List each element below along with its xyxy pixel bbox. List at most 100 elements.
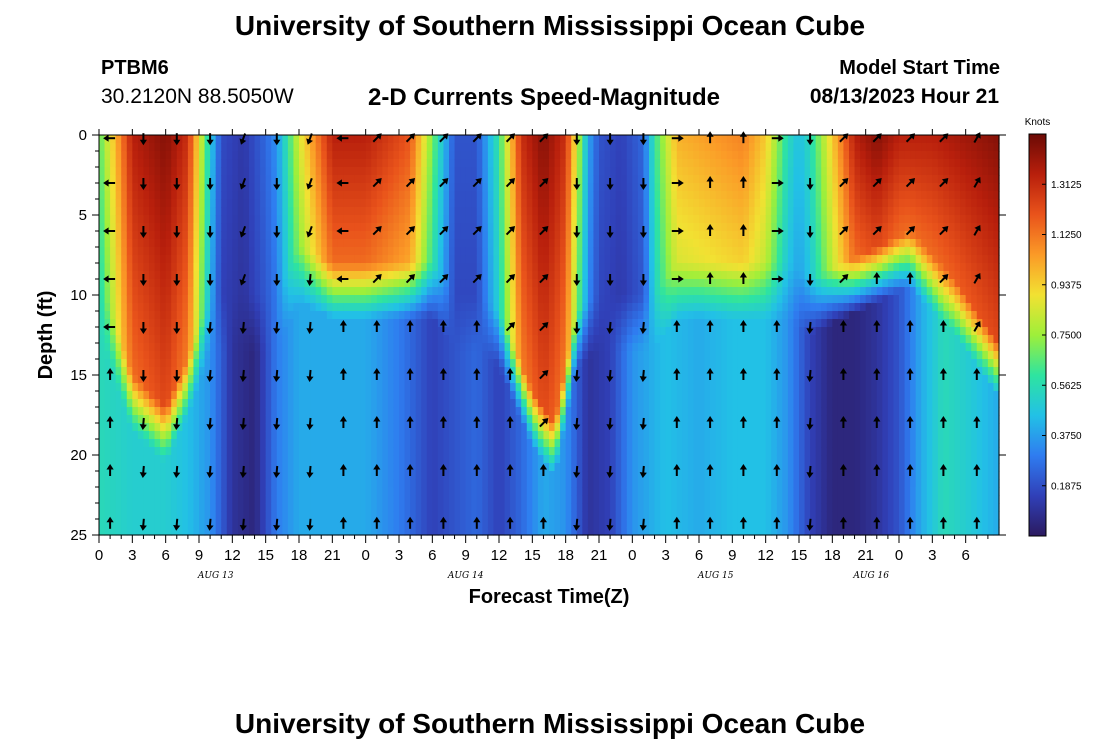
heatmap-cell <box>510 399 517 408</box>
heatmap-cell <box>126 479 133 488</box>
heatmap-cell <box>265 247 272 256</box>
heatmap-cell <box>182 271 189 280</box>
heatmap-cell <box>599 343 606 352</box>
heatmap-cell <box>376 167 383 176</box>
heatmap-cell <box>549 319 556 328</box>
heatmap-cell <box>487 487 495 496</box>
heatmap-cell <box>315 343 322 352</box>
heatmap-cell <box>626 383 633 392</box>
heatmap-cell <box>526 375 533 384</box>
heatmap-cell <box>204 527 211 536</box>
heatmap-cell <box>260 311 267 320</box>
heatmap-cell <box>276 183 283 192</box>
heatmap-cell <box>471 431 478 440</box>
heatmap-cell <box>343 359 350 368</box>
heatmap-cell <box>137 247 145 256</box>
heatmap-cell <box>487 279 495 288</box>
heatmap-cell <box>143 143 150 152</box>
heatmap-cell <box>310 447 317 456</box>
heatmap-cell <box>504 183 511 192</box>
heatmap-cell <box>332 375 339 384</box>
heatmap-cell <box>254 439 261 448</box>
heatmap-cell <box>465 455 472 464</box>
heatmap-cell <box>193 399 200 408</box>
heatmap-cell <box>449 447 456 456</box>
heatmap-cell <box>204 511 211 520</box>
heatmap-cell <box>626 143 633 152</box>
heatmap-cell <box>387 511 395 520</box>
heatmap-cell <box>243 319 250 328</box>
heatmap-cell <box>460 223 467 232</box>
heatmap-cell <box>215 231 222 240</box>
heatmap-cell <box>360 519 367 528</box>
heatmap-cell <box>171 143 178 152</box>
heatmap-cell <box>271 503 278 512</box>
heatmap-cell <box>260 519 267 528</box>
heatmap-cell <box>226 463 233 472</box>
heatmap-cell <box>382 327 389 336</box>
heatmap-cell <box>304 191 311 200</box>
heatmap-cell <box>199 471 206 480</box>
heatmap-cell <box>132 375 139 384</box>
heatmap-cell <box>304 239 311 248</box>
heatmap-cell <box>371 479 378 488</box>
heatmap-cell <box>176 279 183 288</box>
heatmap-cell <box>571 279 578 288</box>
heatmap-cell <box>487 503 495 512</box>
heatmap-cell <box>587 151 595 160</box>
heatmap-cell <box>493 279 500 288</box>
heatmap-cell <box>565 151 572 160</box>
heatmap-cell <box>493 423 500 432</box>
heatmap-cell <box>221 151 228 160</box>
heatmap-cell <box>221 207 228 216</box>
heatmap-cell <box>149 239 156 248</box>
heatmap-cell <box>437 239 445 248</box>
heatmap-cell <box>576 447 583 456</box>
heatmap-cell <box>615 455 622 464</box>
heatmap-cell <box>254 207 261 216</box>
heatmap-cell <box>421 431 428 440</box>
heatmap-cell <box>182 423 189 432</box>
heatmap-cell <box>132 223 139 232</box>
heatmap-cell <box>210 479 217 488</box>
heatmap-cell <box>532 455 539 464</box>
heatmap-cell <box>293 295 300 304</box>
heatmap-cell <box>121 247 128 256</box>
heatmap-cell <box>510 311 517 320</box>
heatmap-cell <box>354 471 361 480</box>
heatmap-cell <box>515 463 522 472</box>
heatmap-cell <box>243 327 250 336</box>
heatmap-cell <box>465 471 472 480</box>
heatmap-cell <box>515 255 522 264</box>
heatmap-cell <box>260 375 267 384</box>
heatmap-cell <box>199 343 206 352</box>
heatmap-cell <box>526 143 533 152</box>
heatmap-cell <box>360 351 367 360</box>
heatmap-cell <box>243 223 250 232</box>
heatmap-cell <box>204 487 211 496</box>
heatmap-cell <box>321 255 328 264</box>
heatmap-cell <box>182 231 189 240</box>
heatmap-cell <box>115 351 122 360</box>
heatmap-cell <box>193 135 200 144</box>
heatmap-cell <box>315 439 322 448</box>
heatmap-cell <box>271 455 278 464</box>
heatmap-cell <box>310 439 317 448</box>
heatmap-cell <box>632 311 639 320</box>
heatmap-cell <box>493 143 500 152</box>
heatmap-cell <box>554 479 561 488</box>
heatmap-cell <box>265 487 272 496</box>
heatmap-cell <box>487 271 495 280</box>
heatmap-cell <box>632 247 639 256</box>
heatmap-cell <box>276 423 283 432</box>
heatmap-cell <box>99 319 106 328</box>
heatmap-cell <box>471 335 478 344</box>
heatmap-cell <box>249 359 256 368</box>
heatmap-cell <box>537 319 545 328</box>
heatmap-cell <box>337 311 345 320</box>
heatmap-cell <box>132 343 139 352</box>
heatmap-cell <box>426 503 433 512</box>
heatmap-cell <box>371 447 378 456</box>
heatmap-cell <box>649 287 656 296</box>
heatmap-cell <box>176 487 183 496</box>
